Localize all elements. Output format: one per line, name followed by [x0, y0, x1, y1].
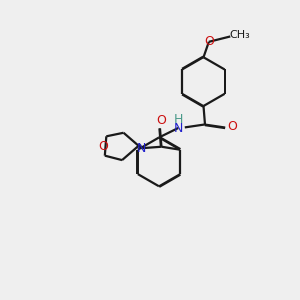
- Text: CH₃: CH₃: [230, 30, 250, 40]
- Text: O: O: [204, 35, 214, 48]
- Text: O: O: [227, 120, 237, 133]
- Text: O: O: [156, 114, 166, 128]
- Text: H: H: [173, 112, 183, 126]
- Text: O: O: [98, 140, 108, 153]
- Text: N: N: [137, 142, 146, 155]
- Text: N: N: [173, 122, 183, 134]
